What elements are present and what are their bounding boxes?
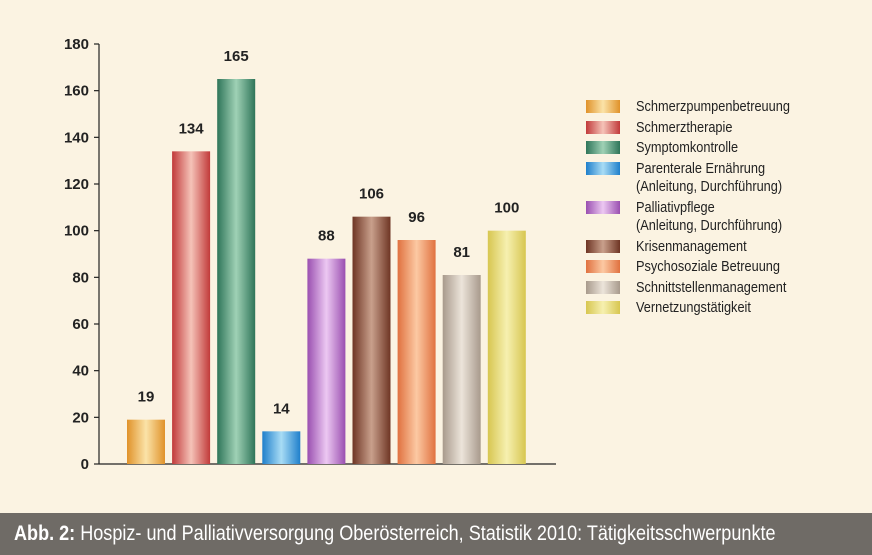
y-tick-label: 120 bbox=[64, 176, 89, 193]
bar bbox=[217, 79, 256, 464]
data-label: 88 bbox=[318, 228, 335, 245]
legend-swatch bbox=[586, 120, 620, 134]
data-label: 96 bbox=[408, 209, 425, 226]
legend-label-line: Schmerztherapie bbox=[636, 119, 733, 136]
legend-item: Vernetzungstätigkeit bbox=[586, 299, 866, 318]
bar bbox=[262, 431, 301, 464]
legend-item: Schnittstellenmanagement bbox=[586, 279, 866, 298]
legend-item: Schmerzpumpenbetreuung bbox=[586, 98, 866, 117]
legend-label-line: Parenterale Ernährung bbox=[636, 160, 766, 177]
y-tick-label: 0 bbox=[81, 456, 89, 473]
legend-item: Krisenmanagement bbox=[586, 238, 866, 257]
legend-label-line: Vernetzungstätigkeit bbox=[636, 300, 751, 316]
y-tick-label: 160 bbox=[64, 83, 89, 100]
legend-swatch bbox=[586, 280, 620, 294]
caption: Abb. 2: Hospiz- und Palliativversorgung … bbox=[14, 522, 776, 546]
legend-label-line: Psychosoziale Betreuung bbox=[636, 259, 781, 275]
legend-label-line: Palliativpflege bbox=[636, 199, 715, 216]
caption-prefix: Abb. 2: bbox=[14, 522, 76, 545]
y-tick-label: 140 bbox=[64, 129, 89, 146]
legend-label-line: Symptomkontrolle bbox=[636, 140, 739, 156]
bar bbox=[397, 240, 436, 464]
bar bbox=[127, 419, 165, 464]
y-tick-label: 60 bbox=[72, 316, 89, 333]
legend-swatch bbox=[586, 161, 620, 175]
data-label: 19 bbox=[138, 389, 155, 406]
legend-swatch bbox=[586, 200, 620, 214]
bar bbox=[307, 258, 346, 464]
legend-label: Palliativpflege (Anleitung, Durchführung) bbox=[636, 199, 782, 236]
legend-label: Psychosoziale Betreuung bbox=[636, 258, 780, 277]
legend-swatch bbox=[586, 260, 620, 273]
bar-chart: 0 20 40 60 80 100 120 140 160 180 19 134 165 14 88 106… bbox=[64, 36, 556, 473]
legend-label: Parenterale Ernährung (Anleitung, Durchfü… bbox=[636, 160, 782, 197]
legend-label-line: Schmerzpumpenbetreuung bbox=[636, 99, 790, 115]
legend-swatch bbox=[586, 239, 620, 253]
caption-bar: Abb. 2: Hospiz- und Palliativversorgung … bbox=[0, 513, 872, 555]
bar bbox=[442, 275, 481, 464]
legend-label: Krisenmanagement bbox=[636, 238, 747, 257]
legend-item: Parenterale Ernährung (Anleitung, Durchfü… bbox=[586, 160, 866, 197]
data-label: 134 bbox=[179, 120, 205, 137]
legend-swatch bbox=[586, 100, 620, 113]
legend-item: Symptomkontrolle bbox=[586, 139, 866, 158]
data-labels: 19 134 165 14 88 106 96 81 100 bbox=[138, 48, 520, 417]
data-label: 165 bbox=[224, 48, 249, 65]
legend: Schmerzpumpenbetreuung Schmerztherapie Sym… bbox=[586, 98, 866, 320]
legend-label: Schmerzpumpenbetreuung bbox=[636, 98, 790, 117]
legend-swatch bbox=[586, 301, 620, 314]
y-tick-label: 40 bbox=[72, 363, 89, 380]
legend-label-line: (Anleitung, Durchführung) bbox=[636, 179, 783, 195]
data-label: 14 bbox=[273, 400, 290, 417]
legend-item: Palliativpflege (Anleitung, Durchführung) bbox=[586, 199, 866, 236]
y-axis: 0 20 40 60 80 100 120 140 160 180 bbox=[64, 36, 556, 473]
y-tick-label: 180 bbox=[64, 36, 89, 53]
data-label: 106 bbox=[359, 186, 384, 203]
legend-label: Schmerztherapie bbox=[636, 119, 732, 138]
legend-label: Vernetzungstätigkeit bbox=[636, 299, 751, 318]
y-tick-label: 80 bbox=[72, 269, 89, 286]
data-label: 100 bbox=[494, 200, 519, 217]
legend-label: Symptomkontrolle bbox=[636, 139, 738, 158]
caption-title: Hospiz- und Palliativversorgung Oberöste… bbox=[75, 522, 776, 545]
y-tick-label: 100 bbox=[64, 223, 89, 240]
legend-label-line: Schnittstellenmanagement bbox=[636, 279, 787, 296]
legend-swatch bbox=[586, 141, 620, 154]
legend-label-line: Krisenmanagement bbox=[636, 238, 747, 255]
legend-label: Schnittstellenmanagement bbox=[636, 279, 786, 298]
legend-item: Psychosoziale Betreuung bbox=[586, 258, 866, 277]
data-label: 81 bbox=[453, 244, 470, 261]
legend-label-line: (Anleitung, Durchführung) bbox=[636, 218, 783, 234]
bar bbox=[172, 151, 211, 465]
bars bbox=[127, 79, 526, 465]
bar bbox=[487, 230, 526, 464]
bar bbox=[352, 216, 391, 464]
legend-item: Schmerztherapie bbox=[586, 119, 866, 138]
y-tick-label: 20 bbox=[72, 409, 89, 426]
